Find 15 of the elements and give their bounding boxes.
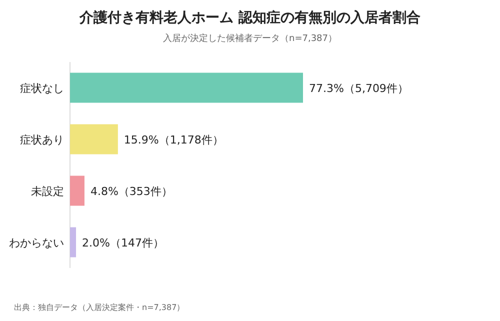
source-note: 出典：独自データ（入居決定案件・n=7,387） [14, 303, 185, 312]
data-label: 15.9%（1,178件） [124, 133, 224, 146]
data-label: 2.0%（147件） [82, 236, 164, 250]
bar [70, 227, 76, 258]
chart-subtitle: 入居が決定した候補者データ（n=7,387） [162, 33, 338, 44]
y-tick-label: 症状なし [20, 82, 64, 95]
y-tick-label: わからない [9, 236, 64, 250]
y-tick-label: 症状あり [20, 133, 64, 146]
data-label: 77.3%（5,709件） [309, 82, 408, 95]
data-label: 4.8%（353件） [90, 184, 172, 198]
bar [70, 72, 303, 103]
bar [70, 176, 84, 206]
bar [70, 124, 118, 154]
chart-title: 介護付き有料老人ホーム 認知症の有無別の入居者割合 [78, 9, 420, 26]
y-tick-label: 未設定 [31, 184, 64, 198]
